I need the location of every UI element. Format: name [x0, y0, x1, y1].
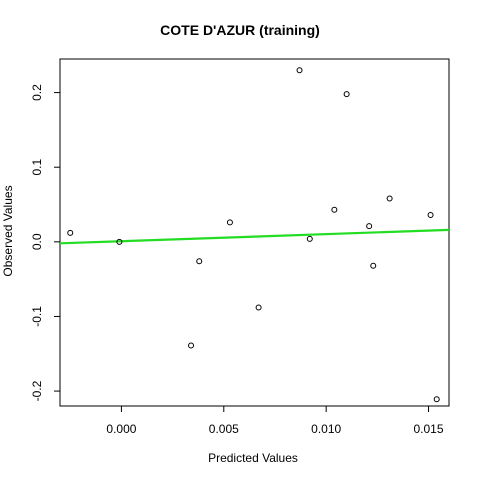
x-tick-label: 0.010	[311, 422, 341, 436]
data-point	[433, 396, 440, 403]
y-tick-label: 0.0	[30, 233, 44, 250]
data-point	[67, 229, 74, 236]
data-point	[188, 342, 195, 349]
x-tick-label: 0.005	[209, 422, 239, 436]
x-tick-label: 0.000	[106, 422, 136, 436]
x-axis-label: Predicted Values	[208, 451, 298, 465]
data-point	[343, 91, 350, 98]
data-point	[296, 67, 303, 74]
data-point	[331, 206, 338, 213]
y-tick-label: -0.2	[30, 380, 44, 401]
y-tick-label: 0.1	[30, 159, 44, 176]
data-point	[366, 223, 373, 230]
data-point	[116, 238, 123, 245]
chart-title: COTE D'AZUR (training)	[160, 22, 320, 38]
data-point	[255, 304, 262, 311]
data-point	[427, 211, 434, 218]
data-point	[370, 262, 377, 269]
data-point	[386, 195, 393, 202]
data-point	[306, 235, 313, 242]
fit-line	[59, 228, 450, 245]
x-tick-label: 0.015	[414, 422, 444, 436]
data-point	[226, 219, 233, 226]
y-tick-label: -0.1	[30, 306, 44, 327]
data-point	[196, 258, 203, 265]
y-axis-label: Observed Values	[1, 185, 15, 277]
plot-frame	[59, 58, 450, 407]
y-tick-label: 0.2	[30, 84, 44, 101]
